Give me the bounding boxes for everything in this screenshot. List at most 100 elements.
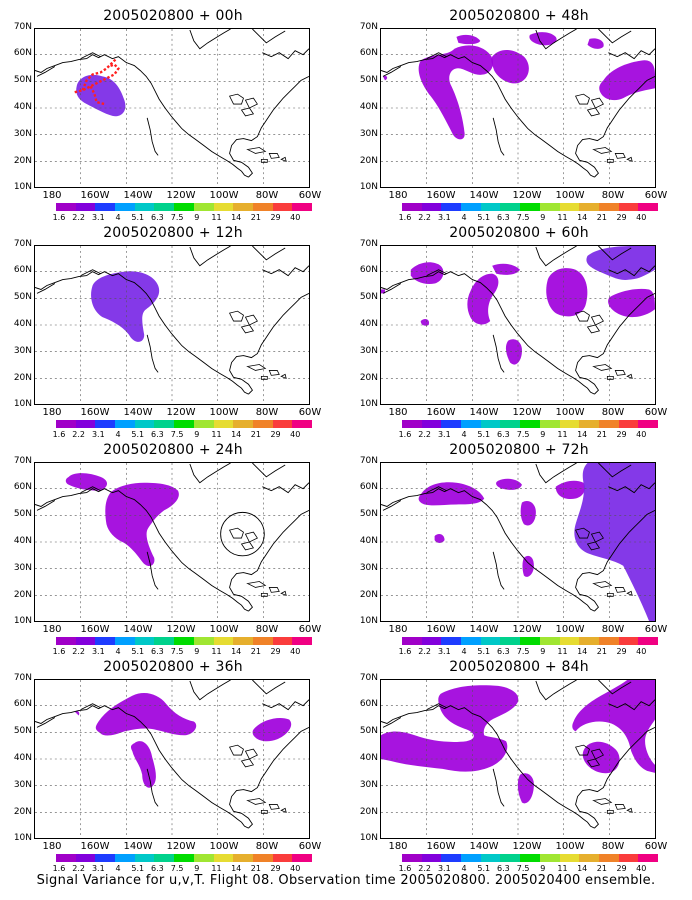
colorbar-swatch: [272, 854, 293, 862]
variance-contour: [467, 273, 499, 325]
colorbar-swatch: [95, 637, 116, 645]
variance-contour: [582, 741, 620, 774]
lat-tick-label: 30N: [13, 129, 32, 139]
lon-tick-label: 100W: [555, 190, 585, 201]
colorbar-label: 7.5: [170, 430, 184, 439]
lon-tick-label: 80W: [255, 190, 279, 201]
lat-tick-label: 70N: [359, 456, 378, 466]
lat-tick-label: 20N: [359, 807, 378, 817]
lat-tick-label: 70N: [13, 239, 32, 249]
colorbar-swatch: [480, 420, 501, 428]
map-canvas: [381, 246, 655, 404]
lon-tick-label: 80W: [255, 407, 279, 418]
lat-tick-label: 40N: [359, 536, 378, 546]
colorbar-label: 1.6: [398, 430, 412, 439]
colorbar-swatch: [559, 854, 580, 862]
colorbar-label: 2.2: [72, 647, 86, 656]
colorbar-swatch: [500, 854, 521, 862]
colorbar-swatch: [441, 203, 462, 211]
colorbar-label: 6.3: [151, 864, 164, 873]
lon-tick-label: 160W: [80, 841, 110, 852]
colorbar-swatch: [193, 420, 214, 428]
colorbar-swatch: [480, 637, 501, 645]
colorbar-label: 1.6: [52, 213, 66, 222]
colorbar-label: 29: [616, 647, 627, 656]
map-panel: 2005020800 + 48h 70N 60N 50N 40N 30N 20N 10N 180…: [346, 2, 692, 222]
colorbar-swatch: [520, 854, 540, 862]
colorbar-swatch: [421, 637, 442, 645]
lon-tick-label: 180: [388, 841, 408, 852]
colorbar-swatch: [75, 854, 96, 862]
great-lakes: [229, 527, 258, 551]
colorbar-swatch: [539, 854, 560, 862]
colorbar-swatch: [154, 854, 175, 862]
colorbar-label: 6.3: [497, 647, 510, 656]
coastline: [382, 66, 402, 77]
coastline: [189, 680, 231, 701]
colorbar-swatch: [95, 203, 116, 211]
colorbar-label: 6.3: [497, 213, 510, 222]
colorbar-swatch: [559, 637, 580, 645]
lon-tick-label: 180: [42, 407, 62, 418]
colorbar-label: 11: [211, 430, 222, 439]
variance-contour: [522, 555, 534, 577]
colorbar-label: 4: [461, 430, 467, 439]
coastline: [492, 551, 505, 590]
colorbar: [402, 420, 658, 428]
lat-tick-label: 40N: [359, 753, 378, 763]
colorbar-label: 4: [115, 647, 121, 656]
colorbar-label: 5.1: [131, 213, 145, 222]
map-panel: 2005020800 + 72h 70N 60N 50N 40N 30N 20N 10N 180…: [346, 436, 692, 656]
lon-tick-label: 80W: [255, 841, 279, 852]
lat-tick-label: 20N: [359, 156, 378, 166]
coastline: [598, 680, 632, 695]
map-panel: 2005020800 + 60h 70N 60N 50N 40N 30N 20N 10N 180…: [346, 219, 692, 439]
map-frame: [34, 28, 310, 188]
great-lakes: [575, 93, 604, 117]
colorbar-label: 40: [636, 430, 647, 439]
map-frame: [380, 679, 656, 839]
colorbar-label: 14: [231, 213, 242, 222]
lat-tick-label: 10N: [13, 616, 32, 626]
colorbar-swatch: [292, 420, 312, 428]
coastline: [146, 334, 159, 373]
colorbar-label: 1.6: [52, 864, 66, 873]
coastline: [80, 486, 101, 494]
lat-tick-label: 50N: [359, 292, 378, 302]
colorbar-swatch: [500, 203, 521, 211]
lon-tick-label: 140W: [469, 407, 499, 418]
lat-tick-label: 10N: [13, 833, 32, 843]
variance-contour: [76, 74, 126, 117]
colorbar-swatch: [134, 203, 155, 211]
coastline: [535, 680, 577, 701]
colorbar-label: 3.1: [91, 213, 105, 222]
coastline: [426, 52, 447, 60]
colorbar-swatch: [618, 420, 639, 428]
map-canvas: [381, 463, 655, 621]
colorbar-swatch: [500, 420, 521, 428]
coastline: [252, 680, 286, 695]
lon-tick-label: 180: [388, 407, 408, 418]
colorbar-label: 9: [540, 647, 546, 656]
colorbar-label: 40: [636, 864, 647, 873]
colorbar-swatch: [134, 637, 155, 645]
lat-tick-label: 10N: [359, 616, 378, 626]
coastline: [598, 29, 632, 44]
variance-contour: [74, 710, 80, 716]
coastline: [575, 293, 655, 395]
coastline: [426, 486, 447, 494]
colorbar-swatch: [193, 637, 214, 645]
colorbar-swatch: [233, 854, 253, 862]
variance-contour: [434, 534, 445, 543]
colorbar-label: 7.5: [516, 647, 530, 656]
colorbar-swatch: [480, 203, 501, 211]
map-panel: 2005020800 + 12h 70N 60N 50N 40N 30N 20N 10N 180…: [0, 219, 346, 439]
lon-tick-label: 140W: [123, 841, 153, 852]
lon-tick-label: 120W: [166, 407, 196, 418]
coastline: [189, 246, 231, 267]
coastline: [608, 699, 655, 711]
variance-contour: [555, 480, 586, 500]
colorbar-label: 21: [596, 213, 607, 222]
great-lakes: [229, 93, 258, 117]
colorbar-swatch: [441, 637, 462, 645]
